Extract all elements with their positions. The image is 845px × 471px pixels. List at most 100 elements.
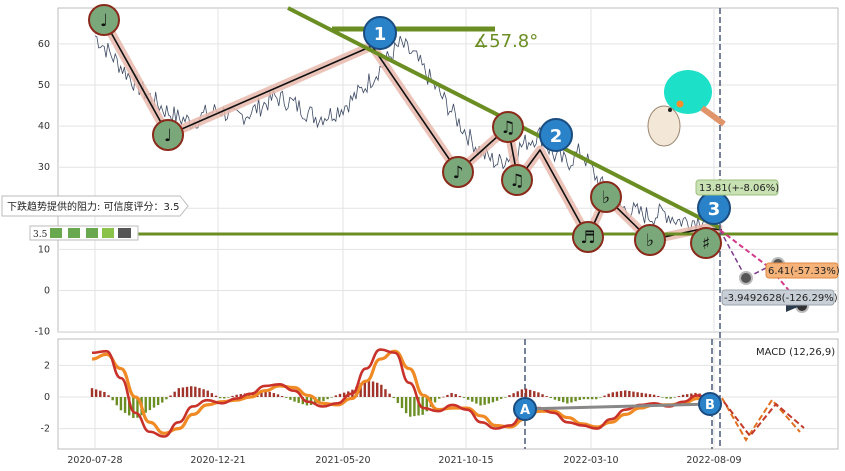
price-tag-mid: 6.41(-57.33%) (768, 266, 840, 277)
macd-histogram-bar (161, 397, 164, 403)
macd-histogram-bar (442, 396, 445, 398)
macd-histogram-bar (413, 397, 416, 417)
score-icon-3 (86, 228, 98, 238)
macd-histogram-bar (611, 392, 614, 397)
macd-histogram-bar (128, 397, 131, 416)
note-glyph: ♩ (100, 11, 108, 31)
macd-histogram-bar (450, 392, 453, 397)
note-glyph: ♭ (646, 231, 654, 251)
x-tick-label: 2020-07-28 (67, 455, 122, 466)
macd-histogram-bar (681, 394, 685, 397)
price-tag-upper-bg (695, 179, 779, 196)
macd-histogram-bar (458, 395, 462, 397)
note-glyph: ♬ (580, 228, 595, 248)
x-tick-label: 2020-12-21 (190, 455, 245, 466)
macd-histogram-bar (640, 392, 643, 397)
macd-histogram-bar (417, 397, 420, 416)
macd-histogram-bar (669, 397, 672, 399)
macd-histogram-bar (239, 394, 242, 397)
macd-histogram-bar (524, 388, 528, 397)
price-y-tick-label: -10 (34, 327, 50, 338)
note-glyph: ♫ (509, 171, 524, 191)
macd-histogram-bar (152, 397, 156, 408)
macd-histogram-bar (132, 397, 135, 418)
macd-histogram-bar (363, 380, 366, 397)
circle-label-a: A (520, 403, 530, 418)
macd-histogram-bar (119, 397, 123, 411)
price-y-tick-label: 50 (38, 80, 50, 91)
macd-histogram-bar (280, 396, 284, 397)
macd-histogram-bar (318, 397, 321, 403)
macd-histogram-bar (644, 393, 648, 397)
macd-legend: MACD (12,26,9) (756, 347, 835, 358)
price-tag-lower: -3.9492628(-126.29%) (724, 293, 838, 304)
dog-eye-icon (668, 108, 672, 112)
macd-histogram-bar (686, 394, 689, 397)
macd-histogram-bar (380, 384, 383, 397)
score-icon-4 (102, 228, 114, 238)
circle-marker-1: 1 (363, 16, 397, 50)
macd-y-tick-label: 2 (44, 360, 50, 371)
macd-histogram-bar (475, 397, 478, 404)
macd-histogram-bar (582, 397, 586, 400)
macd-projection-2 (723, 401, 805, 438)
macd-histogram-bar (334, 395, 338, 397)
macd-histogram-bar (632, 391, 635, 397)
macd-histogram-bar (272, 393, 276, 397)
macd-histogram-bar (425, 397, 428, 412)
macd-histogram-bar (260, 390, 263, 397)
note-marker-layer: ♩ ♩ ♪ ♫ ♫ ♬ ♭ ♭ ♯ (88, 4, 722, 259)
macd-histogram-bar (520, 389, 524, 397)
price-y-tick-label: 10 (38, 244, 50, 255)
macd-histogram-bar (322, 397, 325, 402)
ball-icon (676, 100, 684, 108)
macd-histogram-bar (607, 393, 610, 397)
macd-histogram-bar (628, 390, 631, 397)
macd-histogram-bar (301, 397, 304, 405)
macd-histogram-bar (690, 393, 693, 397)
macd-histogram-bar (330, 397, 333, 398)
macd-histogram-bar (657, 395, 660, 397)
x-tick-label: 2021-10-15 (438, 455, 493, 466)
macd-histogram-bar (599, 397, 602, 398)
macd-histogram-bar (471, 397, 474, 402)
macd-histogram-bar (165, 397, 168, 400)
note-circle (690, 227, 722, 259)
macd-histogram-bar (404, 397, 408, 414)
score-text: 3.5 (33, 230, 48, 240)
macd-histogram-bar (537, 392, 540, 397)
macd-histogram-bar (553, 397, 557, 400)
macd-histogram-bar (392, 397, 395, 399)
macd-histogram-bar (570, 397, 573, 403)
macd-histogram-bar (677, 396, 681, 397)
macd-histogram-bar (103, 391, 106, 397)
macd-histogram-bar (533, 391, 536, 397)
score-icon-2 (68, 228, 80, 238)
circle-label-2: 2 (550, 126, 563, 147)
price-y-tick-label: 0 (44, 286, 50, 297)
projection-path-lower (719, 229, 803, 307)
macd-histogram-bar (479, 397, 482, 406)
circle-marker-2: 2 (539, 118, 573, 152)
macd-histogram-bar (562, 397, 565, 403)
macd-histogram-bar (210, 393, 214, 397)
macd-histogram-bar (235, 394, 238, 397)
macd-histogram-bar (123, 397, 127, 413)
x-tick-layer: 2020-07-28 2020-12-21 2021-05-20 2021-10-15… (67, 455, 741, 466)
macd-histogram-bar (466, 397, 470, 400)
circle-label-b: B (705, 398, 715, 413)
macd-histogram-bar (512, 393, 515, 397)
macd-histogram-bar (206, 390, 209, 397)
macd-histogram-bar (648, 394, 652, 397)
resistance-text: 下跌趋势提供的阻力: 可信度评分：3.5 (7, 200, 179, 213)
macd-histogram-bar (94, 389, 98, 397)
price-tag-lower-bg (721, 289, 835, 306)
macd-histogram-bar (636, 392, 639, 397)
macd-histogram-bar (615, 391, 619, 397)
note-glyph: ♯ (702, 234, 710, 254)
macd-histogram-bar (566, 397, 569, 404)
macd-histogram-bar (491, 397, 495, 403)
resistance-banner (1, 195, 189, 217)
macd-histogram-bar (433, 397, 437, 403)
macd-histogram-bar (326, 397, 329, 400)
